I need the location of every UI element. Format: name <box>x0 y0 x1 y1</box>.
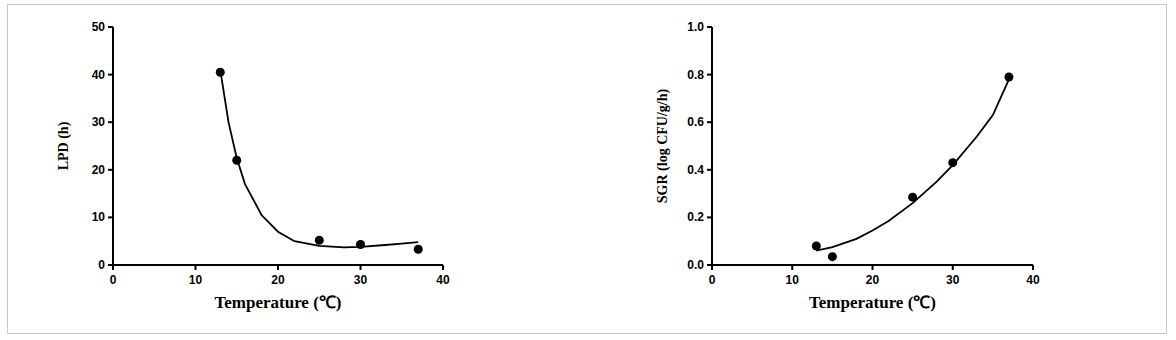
y-tick-label: 40 <box>92 68 106 82</box>
x-axis-title: Temperature (℃) <box>809 293 936 312</box>
chart-0: 0 10 20 30 40 0 10 20 30 40 50 Temperature (℃) LPD (… <box>56 20 450 312</box>
y-axis <box>112 27 114 265</box>
x-tick-label: 40 <box>1026 273 1040 287</box>
y-tick <box>108 264 113 266</box>
x-tick-label: 10 <box>786 273 800 287</box>
x-tick-label: 30 <box>354 273 368 287</box>
plot-area <box>216 68 423 254</box>
x-tick <box>791 265 793 270</box>
x-tick <box>1032 265 1034 270</box>
x-tick-label: 0 <box>110 273 117 287</box>
frame <box>7 4 1167 334</box>
y-tick <box>108 74 113 76</box>
y-tick-label: 20 <box>92 163 106 177</box>
plot-area <box>812 72 1014 261</box>
x-tick-label: 0 <box>709 273 716 287</box>
chart-1: 0 10 20 30 40 0.0 0.2 0.4 0.6 0.8 1.0 Temperature (… <box>655 20 1040 312</box>
y-axis-title: SGR (log CFU/g/h) <box>655 88 671 203</box>
charts: 0 10 20 30 40 0 10 20 30 40 50 Temperature (℃) LPD (… <box>0 0 1176 340</box>
data-point <box>315 236 324 245</box>
y-tick <box>707 74 712 76</box>
x-tick <box>442 265 444 270</box>
x-tick <box>872 265 874 270</box>
data-point <box>828 252 837 261</box>
y-tick-label: 0.4 <box>687 163 704 177</box>
y-tick-label: 0.8 <box>687 68 704 82</box>
y-tick <box>707 169 712 171</box>
y-tick <box>108 216 113 218</box>
y-tick-label: 50 <box>92 20 106 34</box>
y-tick <box>707 216 712 218</box>
y-tick-label: 30 <box>92 115 106 129</box>
x-tick-label: 20 <box>866 273 880 287</box>
fit-curve <box>220 70 418 248</box>
x-axis-title: Temperature (℃) <box>214 293 341 312</box>
x-tick <box>360 265 362 270</box>
y-tick <box>108 26 113 28</box>
y-axis-title: LPD (h) <box>56 121 72 170</box>
x-tick-label: 40 <box>436 273 450 287</box>
x-tick <box>195 265 197 270</box>
y-tick-label: 0.6 <box>687 115 704 129</box>
data-point <box>414 245 423 254</box>
x-tick <box>952 265 954 270</box>
fit-curve <box>816 79 1009 250</box>
y-tick-label: 1.0 <box>687 20 704 34</box>
y-tick-label: 0 <box>98 258 105 272</box>
y-tick-label: 0.0 <box>687 258 704 272</box>
y-tick <box>707 121 712 123</box>
x-tick-label: 30 <box>946 273 960 287</box>
x-tick-label: 20 <box>271 273 285 287</box>
y-tick <box>707 264 712 266</box>
y-tick-label: 0.2 <box>687 210 704 224</box>
y-axis <box>711 27 713 265</box>
x-tick-label: 10 <box>189 273 203 287</box>
y-tick <box>108 169 113 171</box>
y-tick <box>707 26 712 28</box>
x-tick <box>277 265 279 270</box>
y-tick <box>108 121 113 123</box>
y-tick-label: 10 <box>92 210 106 224</box>
